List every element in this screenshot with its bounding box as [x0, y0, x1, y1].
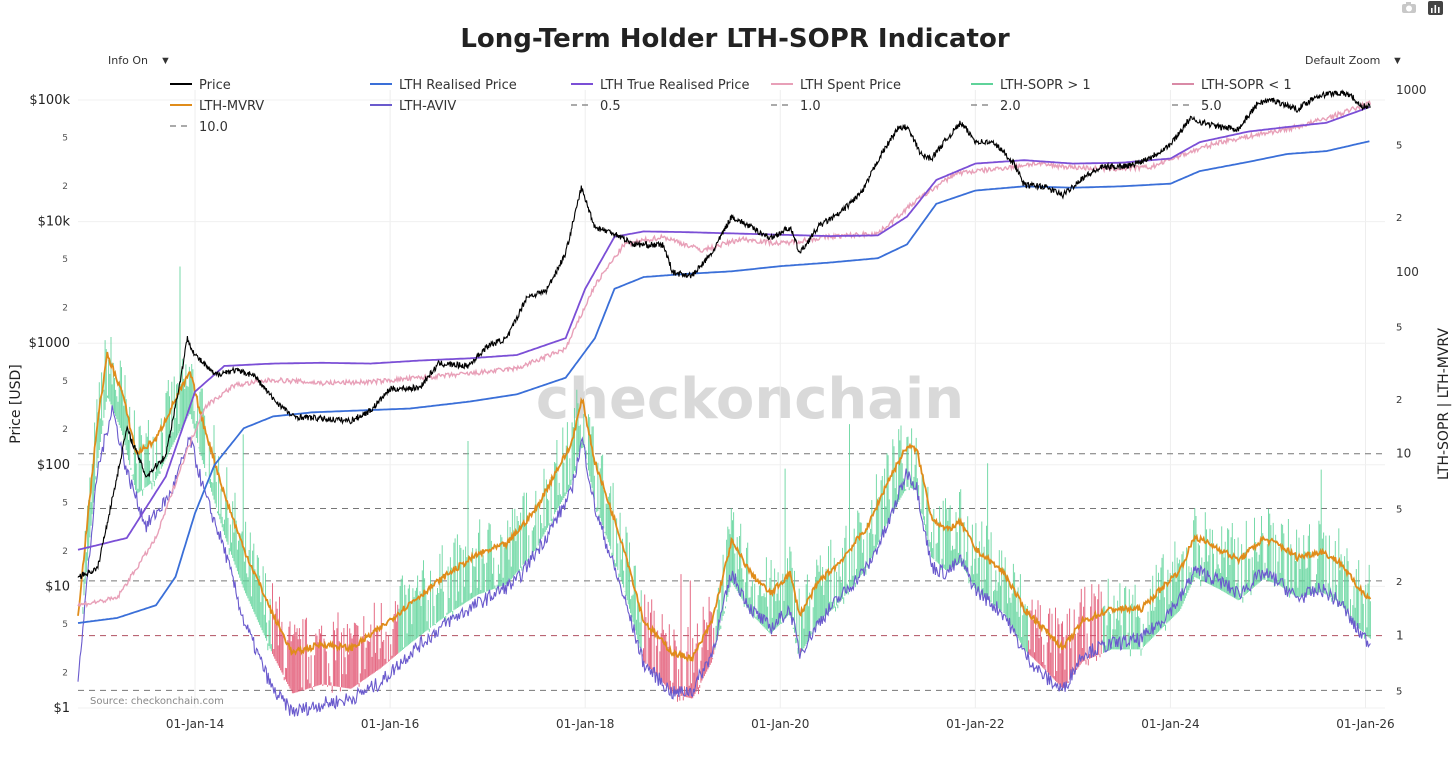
legend-label: Price — [199, 78, 231, 93]
y-left-tick-label: $10 — [45, 579, 70, 594]
legend-label: LTH-SOPR > 1 — [1000, 78, 1091, 93]
legend-item[interactable]: LTH-MVRV — [170, 99, 264, 114]
plotly-logo-icon[interactable] — [1428, 1, 1443, 15]
y-left-tick-label: 2 — [62, 668, 68, 678]
lth-sopr-above-1-line — [82, 266, 1371, 657]
legend-item[interactable]: LTH Spent Price — [771, 78, 901, 93]
x-tick-label: 01-Jan-26 — [1336, 717, 1394, 731]
chart-title: Long-Term Holder LTH-SOPR Indicator — [460, 24, 1010, 54]
legend-label: 2.0 — [1000, 99, 1021, 114]
legend-label: 5.0 — [1201, 99, 1222, 114]
legend-label: 1.0 — [800, 99, 821, 114]
lth-true-realised-price-line — [77, 106, 1370, 551]
series-layer — [77, 89, 1372, 717]
y-left-tick-label: 2 — [62, 425, 68, 435]
legend-item[interactable]: 5.0 — [1172, 99, 1222, 114]
y-left-tick-label: $10k — [38, 215, 71, 230]
legend-label: 0.5 — [600, 99, 621, 114]
y-right-tick-label: 5 — [1396, 323, 1402, 334]
y-axis-right-title: LTH-SOPR | LTH-MVRV — [1436, 328, 1452, 480]
y-right-tick-label: 100 — [1396, 265, 1419, 279]
y-left-tick-label: $1000 — [29, 336, 70, 351]
chevron-down-icon: ▼ — [160, 55, 171, 67]
y-axis-left-title: Price [USD] — [8, 364, 24, 443]
y-left-tick-label: $100 — [37, 458, 70, 473]
x-tick-label: 01-Jan-18 — [556, 717, 614, 731]
zoom-select[interactable]: Default Zoom ▼ — [1305, 54, 1403, 67]
legend-label: LTH Spent Price — [800, 78, 901, 93]
y-right-tick-label: 2 — [1396, 395, 1402, 406]
x-tick-label: 01-Jan-14 — [166, 717, 224, 731]
grid — [78, 90, 1385, 709]
price-line — [77, 89, 1371, 580]
legend-label: LTH-MVRV — [199, 99, 264, 114]
legend-item[interactable]: 1.0 — [771, 99, 821, 114]
chevron-down-icon: ▼ — [1392, 55, 1403, 67]
camera-icon[interactable] — [1402, 2, 1416, 13]
y-right-tick-label: 5 — [1396, 504, 1402, 515]
y-left-tick-label: 2 — [62, 182, 68, 192]
lth-spent-price-line — [77, 100, 1372, 609]
y-right-tick-label: 10 — [1396, 447, 1411, 461]
legend-item[interactable]: LTH True Realised Price — [571, 78, 750, 93]
y-axis-left: $1 2 5 $10 2 5 $100 2 5 $1000 2 5 $10k 2 5 $100k — [29, 93, 71, 716]
y-right-tick-label: 5 — [1396, 686, 1402, 697]
x-tick-label: 01-Jan-16 — [361, 717, 419, 731]
legend-label: LTH Realised Price — [399, 78, 517, 93]
legend-item[interactable]: 0.5 — [571, 99, 621, 114]
y-left-tick-label: $100k — [29, 93, 70, 108]
y-right-tick-label: 2 — [1396, 213, 1402, 224]
legend-label: LTH-SOPR < 1 — [1201, 78, 1292, 93]
watermark: checkonchain — [536, 367, 964, 432]
y-axis-right: 5 1 2 5 10 2 5 100 2 5 1000 — [1396, 83, 1427, 697]
y-right-tick-label: 2 — [1396, 577, 1402, 588]
source-note: Source: checkonchain.com — [90, 696, 224, 707]
lth-aviv-line — [77, 405, 1371, 717]
info-toggle[interactable]: Info On ▼ — [108, 54, 171, 67]
lth-sopr-below-1-line — [272, 574, 1103, 702]
legend-item[interactable]: 10.0 — [170, 120, 228, 135]
y-left-tick-label: 2 — [62, 304, 68, 314]
legend-item[interactable]: LTH-SOPR < 1 — [1172, 78, 1292, 93]
zoom-select-label: Default Zoom — [1305, 54, 1380, 67]
y-left-tick-label: 5 — [62, 498, 68, 508]
y-right-tick-label: 5 — [1396, 141, 1402, 152]
y-left-tick-label: 5 — [62, 134, 68, 144]
legend-item[interactable]: 2.0 — [971, 99, 1021, 114]
legend-item[interactable]: LTH-AVIV — [370, 99, 456, 114]
legend-item[interactable]: LTH-SOPR > 1 — [971, 78, 1091, 93]
legend-label: 10.0 — [199, 120, 228, 135]
x-tick-label: 01-Jan-20 — [751, 717, 809, 731]
x-tick-label: 01-Jan-22 — [946, 717, 1004, 731]
legend-item[interactable]: Price — [170, 78, 231, 93]
info-toggle-label: Info On — [108, 54, 148, 67]
y-left-tick-label: 5 — [62, 377, 68, 387]
x-axis: 01-Jan-14 01-Jan-16 01-Jan-18 01-Jan-20 01-J… — [166, 717, 1395, 731]
legend: Price LTH Realised Price LTH True Realised… — [170, 78, 1292, 135]
y-left-tick-label: 5 — [62, 620, 68, 630]
y-left-tick-label: 5 — [62, 255, 68, 265]
lth-mvrv-line — [77, 351, 1372, 663]
legend-item[interactable]: LTH Realised Price — [370, 78, 517, 93]
y-left-tick-label: $1 — [53, 701, 70, 716]
y-right-tick-label: 1 — [1396, 629, 1404, 643]
y-right-tick-label: 1000 — [1396, 83, 1427, 97]
y-left-tick-label: 2 — [62, 547, 68, 557]
legend-label: LTH True Realised Price — [600, 78, 750, 93]
x-tick-label: 01-Jan-24 — [1141, 717, 1199, 731]
legend-label: LTH-AVIV — [399, 99, 456, 114]
